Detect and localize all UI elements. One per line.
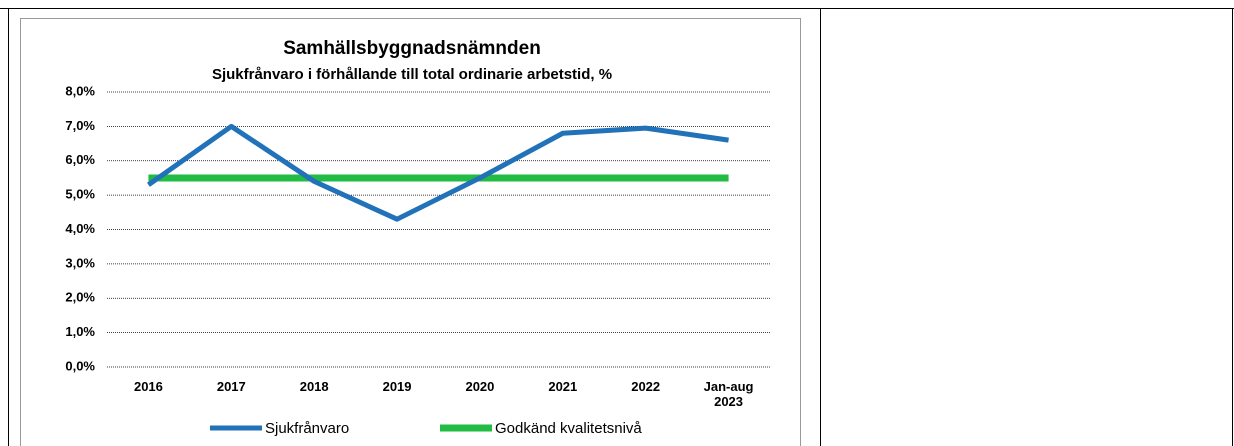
series-line [146,123,729,222]
x-tick-label: 2018 [299,379,329,394]
legend-label: Godkänd kvalitetsnivå [495,420,642,437]
y-tick-label: 4,0% [65,221,95,236]
y-tick-label: 8,0% [65,83,95,98]
legend-label: Sjukfrånvaro [265,420,349,437]
y-tick-label: 3,0% [65,255,95,270]
x-tick-label: 2021 [548,379,578,394]
chart-frame [20,18,801,446]
x-tick-label-box: 2016 [133,379,163,394]
y-tick-label: 5,0% [65,187,95,202]
x-tick-label: Jan-aug 2023 [703,379,754,409]
x-tick-label: 2016 [133,379,163,394]
y-tick-label: 0,0% [65,358,95,373]
y-tick-label: 2,0% [65,290,95,305]
y-tick-label: 1,0% [65,324,95,339]
x-tick-label-box: Jan-aug 2023 [703,379,754,409]
x-tick-label-box: 2017 [216,379,246,394]
x-tick-label-box: 2021 [548,379,578,394]
x-tick-label-box: 2022 [631,379,661,394]
chart-subtitle: Sjukfrånvaro i förhållande till total or… [212,66,612,83]
x-tick-label: 2017 [216,379,246,394]
x-tick-label-box: 2020 [465,379,495,394]
x-tick-label-box: 2018 [299,379,329,394]
x-tick-label: 2019 [382,379,412,394]
x-tick-label-box: 2019 [382,379,412,394]
y-tick-label: 6,0% [65,152,95,167]
x-tick-label: 2020 [465,379,495,394]
x-tick-label: 2022 [631,379,661,394]
chart-title: Samhällsbyggnadsnämnden [283,38,541,59]
y-tick-label: 7,0% [65,118,95,133]
